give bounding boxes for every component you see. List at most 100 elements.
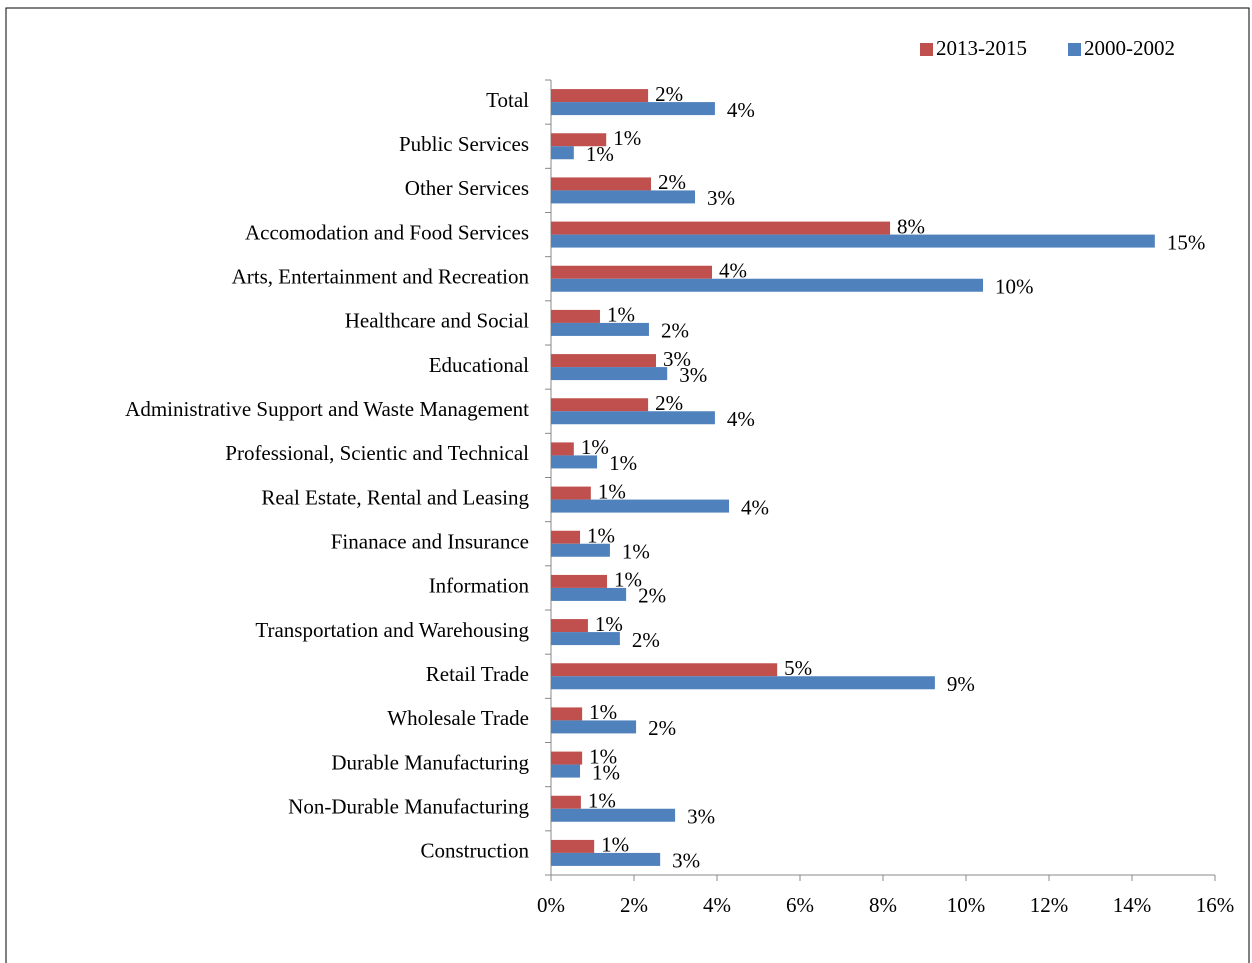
data-label: 3% bbox=[663, 347, 691, 371]
data-label: 4% bbox=[719, 259, 747, 283]
data-label: 2% bbox=[638, 584, 666, 608]
x-tick-label: 16% bbox=[1196, 893, 1235, 917]
bar bbox=[551, 587, 627, 601]
legend-swatch bbox=[920, 43, 933, 56]
bar bbox=[551, 619, 588, 633]
x-tick-label: 12% bbox=[1030, 893, 1069, 917]
y-tick-label: Non-Durable Manufacturing bbox=[288, 795, 529, 819]
data-label: 3% bbox=[707, 186, 735, 210]
data-label: 1% bbox=[622, 540, 650, 564]
x-tick-label: 4% bbox=[703, 893, 731, 917]
bar bbox=[551, 764, 581, 778]
bar bbox=[551, 808, 676, 822]
legend-label: 2013-2015 bbox=[936, 36, 1027, 60]
bar bbox=[551, 398, 649, 412]
data-label: 1% bbox=[586, 142, 614, 166]
bar bbox=[551, 751, 583, 765]
legend-label: 2000-2002 bbox=[1084, 36, 1175, 60]
y-tick-label: Wholesale Trade bbox=[387, 706, 529, 730]
data-label: 4% bbox=[741, 495, 769, 519]
bar bbox=[551, 499, 730, 513]
bar bbox=[551, 102, 715, 116]
y-tick-label: Other Services bbox=[405, 176, 529, 200]
bar bbox=[551, 177, 652, 191]
data-label: 9% bbox=[947, 672, 975, 696]
data-label: 1% bbox=[589, 744, 617, 768]
data-label: 2% bbox=[632, 628, 660, 652]
data-label: 2% bbox=[661, 319, 689, 343]
bar bbox=[551, 234, 1155, 248]
y-tick-label: Total bbox=[486, 88, 529, 112]
data-label: 3% bbox=[672, 849, 700, 873]
y-tick-label: Administrative Support and Waste Managem… bbox=[125, 397, 529, 421]
x-tick-label: 2% bbox=[620, 893, 648, 917]
data-label: 1% bbox=[581, 435, 609, 459]
data-label: 2% bbox=[648, 716, 676, 740]
data-label: 1% bbox=[587, 524, 615, 548]
y-tick-label: Durable Manufacturing bbox=[331, 750, 529, 774]
data-label: 1% bbox=[592, 760, 620, 784]
y-tick-label: Public Services bbox=[399, 132, 529, 156]
bar bbox=[551, 720, 637, 734]
bar bbox=[551, 278, 984, 292]
data-label: 1% bbox=[607, 303, 635, 327]
bar bbox=[551, 309, 600, 323]
bar bbox=[551, 133, 607, 147]
data-label: 1% bbox=[614, 568, 642, 592]
data-label: 15% bbox=[1167, 230, 1206, 254]
data-label: 1% bbox=[609, 451, 637, 475]
bar bbox=[551, 663, 778, 677]
y-tick-label: Information bbox=[429, 574, 530, 598]
data-label: 1% bbox=[601, 833, 629, 857]
bar bbox=[551, 676, 935, 690]
y-tick-label: Transportation and Warehousing bbox=[255, 618, 529, 642]
data-label: 2% bbox=[658, 170, 686, 194]
bar bbox=[551, 146, 574, 160]
data-label: 1% bbox=[595, 612, 623, 636]
y-tick-label: Real Estate, Rental and Leasing bbox=[261, 485, 529, 509]
bar bbox=[551, 265, 713, 279]
data-label: 4% bbox=[727, 98, 755, 122]
x-tick-label: 6% bbox=[786, 893, 814, 917]
bar bbox=[551, 89, 649, 103]
bar bbox=[551, 530, 581, 544]
bar bbox=[551, 574, 608, 588]
bar bbox=[551, 839, 595, 853]
bar bbox=[551, 632, 620, 646]
x-tick-label: 8% bbox=[869, 893, 897, 917]
bar bbox=[551, 543, 610, 557]
chart-frame bbox=[5, 7, 1250, 963]
bar bbox=[551, 354, 656, 368]
y-tick-label: Finanace and Insurance bbox=[331, 530, 529, 554]
x-tick-label: 10% bbox=[947, 893, 986, 917]
bar bbox=[551, 795, 581, 809]
bar bbox=[551, 707, 583, 721]
bar bbox=[551, 411, 715, 425]
data-label: 5% bbox=[784, 656, 812, 680]
y-tick-label: Professional, Scientic and Technical bbox=[225, 441, 529, 465]
data-label: 10% bbox=[995, 275, 1034, 299]
data-label: 2% bbox=[655, 391, 683, 415]
y-tick-label: Educational bbox=[429, 353, 529, 377]
data-label: 2% bbox=[655, 82, 683, 106]
y-tick-label: Arts, Entertainment and Recreation bbox=[232, 265, 530, 289]
data-label: 1% bbox=[589, 700, 617, 724]
bar bbox=[551, 190, 696, 204]
data-label: 1% bbox=[598, 479, 626, 503]
data-label: 1% bbox=[588, 789, 616, 813]
data-label: 3% bbox=[679, 363, 707, 387]
data-label: 8% bbox=[897, 214, 925, 238]
x-tick-label: 14% bbox=[1113, 893, 1152, 917]
y-tick-label: Healthcare and Social bbox=[345, 309, 529, 333]
data-label: 1% bbox=[613, 126, 641, 150]
bar bbox=[551, 442, 574, 456]
y-tick-label: Retail Trade bbox=[426, 662, 529, 686]
bar bbox=[551, 221, 891, 235]
bar bbox=[551, 486, 591, 500]
bar bbox=[551, 367, 668, 381]
bar bbox=[551, 852, 661, 866]
y-tick-label: Construction bbox=[421, 839, 530, 863]
legend-swatch bbox=[1068, 43, 1081, 56]
